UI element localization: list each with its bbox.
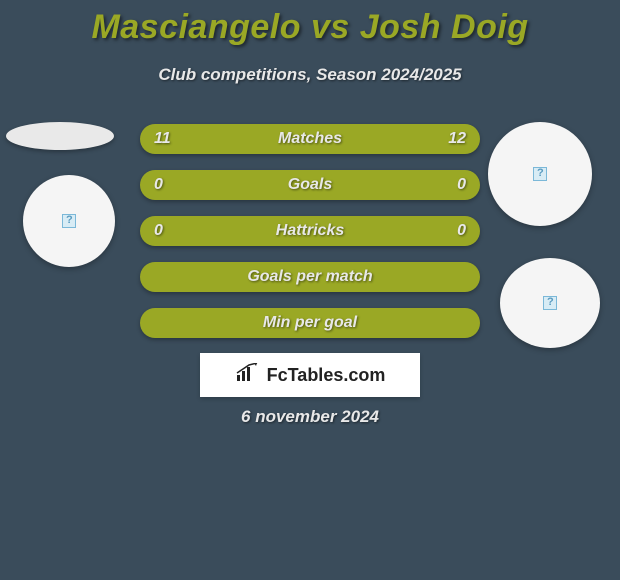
image-placeholder-icon — [543, 296, 557, 310]
fctables-logo: FcTables.com — [200, 353, 420, 397]
comparison-title: Masciangelo vs Josh Doig — [0, 0, 620, 47]
stat-right-value: 0 — [457, 222, 466, 240]
comparison-subtitle: Club competitions, Season 2024/2025 — [0, 65, 620, 85]
stat-row: 0 Goals 0 — [140, 170, 480, 200]
stat-label: Min per goal — [263, 314, 357, 332]
stat-right-value: 12 — [448, 130, 466, 148]
stat-label: Hattricks — [276, 222, 344, 240]
stat-row: Goals per match — [140, 262, 480, 292]
decorative-ellipse — [6, 122, 114, 150]
stat-left-value: 11 — [154, 130, 171, 148]
logo-text: FcTables.com — [267, 365, 386, 386]
stat-left-value: 0 — [154, 222, 163, 240]
stat-row: 0 Hattricks 0 — [140, 216, 480, 246]
image-placeholder-icon — [533, 167, 547, 181]
stat-bars: 11 Matches 12 0 Goals 0 0 Hattricks 0 Go… — [140, 124, 480, 354]
infographic-date: 6 november 2024 — [0, 407, 620, 427]
stat-row: Min per goal — [140, 308, 480, 338]
stat-left-value: 0 — [154, 176, 163, 194]
stat-row: 11 Matches 12 — [140, 124, 480, 154]
stat-right-value: 0 — [457, 176, 466, 194]
chart-icon — [235, 363, 261, 388]
image-placeholder-icon — [62, 214, 76, 228]
player-left-avatar — [23, 175, 115, 267]
stat-label: Goals — [288, 176, 332, 194]
stat-label: Matches — [278, 130, 342, 148]
secondary-right-avatar — [500, 258, 600, 348]
stat-label: Goals per match — [247, 268, 372, 286]
player-right-avatar — [488, 122, 592, 226]
